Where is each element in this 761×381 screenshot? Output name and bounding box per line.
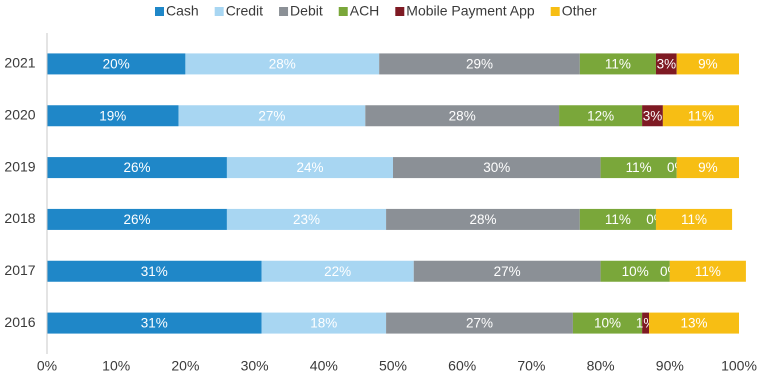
value-label: 10% xyxy=(622,264,649,279)
value-label: 11% xyxy=(695,264,721,279)
value-label: 12% xyxy=(587,108,614,123)
bar-segment xyxy=(226,208,387,230)
bar-segment xyxy=(47,260,262,282)
y-tick-label: 2020 xyxy=(4,106,35,122)
value-label: 19% xyxy=(99,108,126,123)
legend-label: Credit xyxy=(226,3,263,19)
x-tick-label: 10% xyxy=(102,358,130,374)
bar-segment xyxy=(600,260,670,282)
x-tick-label: 80% xyxy=(587,358,615,374)
bar-segment xyxy=(642,105,663,127)
value-label: 20% xyxy=(103,56,130,71)
value-label: 28% xyxy=(449,108,476,123)
bar-segment xyxy=(413,260,601,282)
bar-segment xyxy=(226,157,393,179)
y-tick-label: 2017 xyxy=(4,262,35,278)
x-tick-label: 0% xyxy=(37,358,57,374)
value-label: 31% xyxy=(141,316,168,331)
value-label: 24% xyxy=(296,160,323,175)
bar-segment xyxy=(649,312,739,334)
x-tick-label: 70% xyxy=(517,358,545,374)
bar-segment xyxy=(261,260,414,282)
value-label: 27% xyxy=(494,264,521,279)
value-label: 11% xyxy=(681,212,707,227)
value-label: 13% xyxy=(681,316,708,331)
value-label: 9% xyxy=(698,56,718,71)
value-label: 26% xyxy=(123,212,150,227)
legend-label: Mobile Payment App xyxy=(406,3,535,19)
x-tick-label: 50% xyxy=(379,358,407,374)
bar-segment xyxy=(47,157,227,179)
bar-segment xyxy=(676,53,739,75)
x-tick-label: 100% xyxy=(721,358,757,374)
bar-segment xyxy=(572,312,643,334)
bar-segment xyxy=(178,105,366,127)
bar-segment xyxy=(379,53,580,75)
bar-segment xyxy=(386,208,580,230)
legend-swatch xyxy=(279,7,289,16)
bar-segment xyxy=(579,53,656,75)
value-label: 27% xyxy=(466,316,493,331)
value-label: 28% xyxy=(469,212,496,227)
legend-swatch xyxy=(214,7,224,16)
bar-segment xyxy=(655,53,677,75)
bar-segment xyxy=(579,208,656,230)
x-tick-label: 90% xyxy=(656,358,684,374)
x-tick-label: 30% xyxy=(241,358,269,374)
value-label: 30% xyxy=(483,160,510,175)
bar-segment xyxy=(47,312,262,334)
bar-segment xyxy=(365,105,560,127)
bar-segment xyxy=(185,53,380,75)
bar-segment xyxy=(47,53,186,75)
y-tick-label: 2016 xyxy=(4,314,35,330)
y-tick-label: 2021 xyxy=(4,55,35,71)
value-label: 3% xyxy=(643,108,663,123)
x-tick-label: 40% xyxy=(310,358,338,374)
value-label: 11% xyxy=(626,160,652,175)
bar-segment xyxy=(261,312,387,334)
value-label: 27% xyxy=(258,108,285,123)
value-label: 10% xyxy=(594,316,621,331)
bar-segment xyxy=(642,312,650,334)
bar-segment xyxy=(676,157,739,179)
value-label: 28% xyxy=(269,56,296,71)
value-label: 9% xyxy=(698,160,718,175)
y-tick-label: 2018 xyxy=(4,210,35,226)
legend-label: ACH xyxy=(350,3,380,19)
legend-swatch xyxy=(155,7,164,16)
value-label: 26% xyxy=(123,160,150,175)
x-tick-label: 60% xyxy=(448,358,476,374)
bar-segment xyxy=(559,105,643,127)
bar-segment xyxy=(600,157,677,179)
value-label: 3% xyxy=(657,56,677,71)
value-label: 31% xyxy=(141,264,168,279)
value-label: 11% xyxy=(688,108,714,123)
value-label: 11% xyxy=(605,56,631,71)
legend-swatch xyxy=(395,7,405,16)
x-tick-label: 20% xyxy=(171,358,199,374)
value-label: 22% xyxy=(324,264,351,279)
bar-segment xyxy=(669,260,746,282)
value-label: 11% xyxy=(605,212,631,227)
legend-label: Other xyxy=(562,3,597,19)
bar-segment xyxy=(386,312,573,334)
bar-segment xyxy=(47,208,227,230)
bar-segment xyxy=(47,105,179,127)
bar-segment xyxy=(393,157,601,179)
bar-segment xyxy=(662,105,739,127)
value-label: 29% xyxy=(466,56,493,71)
value-label: 18% xyxy=(310,316,337,331)
legend-label: Debit xyxy=(290,3,323,19)
legend-swatch xyxy=(338,7,348,16)
bar-segment xyxy=(655,208,733,230)
legend-swatch xyxy=(550,7,560,16)
value-label: 23% xyxy=(293,212,320,227)
y-tick-label: 2019 xyxy=(4,158,35,174)
legend-label: Cash xyxy=(166,3,199,19)
